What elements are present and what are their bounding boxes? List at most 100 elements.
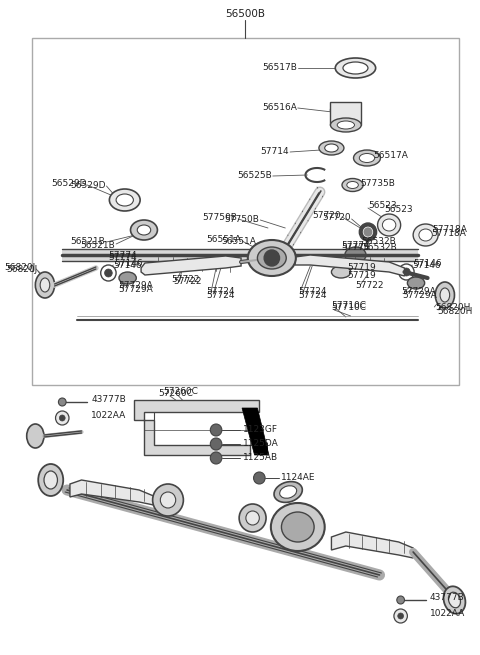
- Text: 56820H: 56820H: [437, 307, 472, 316]
- Text: 56551A: 56551A: [206, 236, 241, 244]
- Ellipse shape: [119, 272, 136, 284]
- Polygon shape: [242, 408, 269, 455]
- Ellipse shape: [248, 240, 296, 276]
- Ellipse shape: [257, 247, 286, 269]
- Circle shape: [253, 472, 265, 484]
- Ellipse shape: [330, 118, 361, 132]
- Text: 57714: 57714: [261, 147, 289, 157]
- Text: 57735B: 57735B: [360, 179, 395, 187]
- Circle shape: [105, 269, 112, 277]
- Circle shape: [394, 609, 408, 623]
- Ellipse shape: [419, 229, 432, 241]
- Circle shape: [399, 264, 414, 280]
- Polygon shape: [70, 480, 154, 505]
- Text: 57718A: 57718A: [432, 225, 467, 234]
- Circle shape: [210, 438, 222, 450]
- Text: 57774: 57774: [108, 253, 137, 263]
- Text: 1124AE: 1124AE: [281, 472, 316, 481]
- Polygon shape: [295, 255, 405, 276]
- Ellipse shape: [440, 288, 450, 302]
- Polygon shape: [331, 532, 413, 558]
- Circle shape: [153, 484, 183, 516]
- Text: 57774: 57774: [341, 244, 370, 252]
- Text: 57724: 57724: [298, 286, 326, 295]
- Ellipse shape: [271, 503, 324, 551]
- Text: 43777B: 43777B: [430, 593, 464, 603]
- Circle shape: [264, 250, 279, 266]
- Text: 43777B: 43777B: [91, 396, 126, 405]
- Text: 56532B: 56532B: [362, 244, 397, 252]
- Ellipse shape: [347, 181, 359, 189]
- Text: 57720: 57720: [322, 214, 351, 223]
- Text: 56525B: 56525B: [237, 172, 272, 181]
- Text: 57750B: 57750B: [225, 215, 259, 225]
- Circle shape: [210, 424, 222, 436]
- Text: 56521B: 56521B: [80, 240, 115, 250]
- Text: 56820H: 56820H: [435, 303, 470, 312]
- Polygon shape: [62, 249, 418, 261]
- Text: 56529D: 56529D: [70, 181, 106, 189]
- Ellipse shape: [281, 512, 314, 542]
- Text: 1022AA: 1022AA: [430, 610, 465, 618]
- Ellipse shape: [342, 179, 363, 191]
- Ellipse shape: [413, 224, 438, 246]
- Circle shape: [101, 265, 116, 281]
- Text: 57146: 57146: [113, 261, 142, 269]
- Text: 56500B: 56500B: [225, 9, 265, 19]
- Text: 57774: 57774: [341, 242, 370, 250]
- Text: 56517A: 56517A: [374, 151, 408, 160]
- Ellipse shape: [319, 141, 344, 155]
- Circle shape: [160, 492, 176, 508]
- Text: 56523: 56523: [368, 202, 396, 210]
- Ellipse shape: [36, 272, 55, 298]
- Ellipse shape: [345, 247, 366, 263]
- Text: 56532B: 56532B: [361, 238, 396, 246]
- Ellipse shape: [137, 225, 151, 235]
- Text: 56820J: 56820J: [4, 263, 36, 272]
- Polygon shape: [330, 102, 361, 125]
- Text: 57724: 57724: [206, 288, 235, 297]
- Text: 57729A: 57729A: [402, 288, 436, 297]
- Ellipse shape: [378, 214, 401, 236]
- Text: 57724: 57724: [298, 291, 326, 299]
- Text: 57720: 57720: [312, 212, 341, 221]
- Circle shape: [60, 415, 65, 421]
- Ellipse shape: [331, 266, 351, 278]
- Text: 56820J: 56820J: [6, 265, 37, 274]
- Text: 56551A: 56551A: [222, 238, 256, 246]
- Ellipse shape: [337, 106, 355, 114]
- Ellipse shape: [280, 486, 297, 498]
- Ellipse shape: [44, 471, 58, 489]
- Circle shape: [239, 504, 266, 532]
- Ellipse shape: [40, 278, 50, 292]
- Text: 57146: 57146: [114, 259, 143, 267]
- Text: 57729A: 57729A: [118, 286, 153, 295]
- Text: 57722: 57722: [173, 278, 201, 286]
- Text: 57729A: 57729A: [403, 291, 437, 299]
- Text: 56529D: 56529D: [51, 179, 86, 189]
- Circle shape: [403, 268, 410, 276]
- Text: 56516A: 56516A: [262, 103, 297, 113]
- Text: 57710C: 57710C: [331, 303, 366, 312]
- Ellipse shape: [131, 220, 157, 240]
- Circle shape: [398, 613, 404, 619]
- Text: 1123GF: 1123GF: [243, 426, 278, 434]
- Ellipse shape: [448, 592, 460, 608]
- Text: 57146: 57146: [412, 261, 441, 269]
- Polygon shape: [134, 400, 259, 455]
- Ellipse shape: [38, 464, 63, 496]
- Circle shape: [246, 511, 259, 525]
- Text: 57719: 57719: [348, 263, 376, 272]
- Text: 57719: 57719: [348, 271, 376, 280]
- Ellipse shape: [343, 62, 368, 74]
- Ellipse shape: [383, 219, 396, 231]
- Text: 56523: 56523: [384, 206, 413, 214]
- Text: 57724: 57724: [206, 291, 235, 299]
- Ellipse shape: [444, 586, 466, 614]
- Ellipse shape: [337, 121, 355, 129]
- Polygon shape: [141, 256, 241, 275]
- Text: 1022AA: 1022AA: [91, 411, 126, 421]
- Ellipse shape: [354, 150, 381, 166]
- Circle shape: [56, 411, 69, 425]
- Text: 57710C: 57710C: [331, 301, 366, 310]
